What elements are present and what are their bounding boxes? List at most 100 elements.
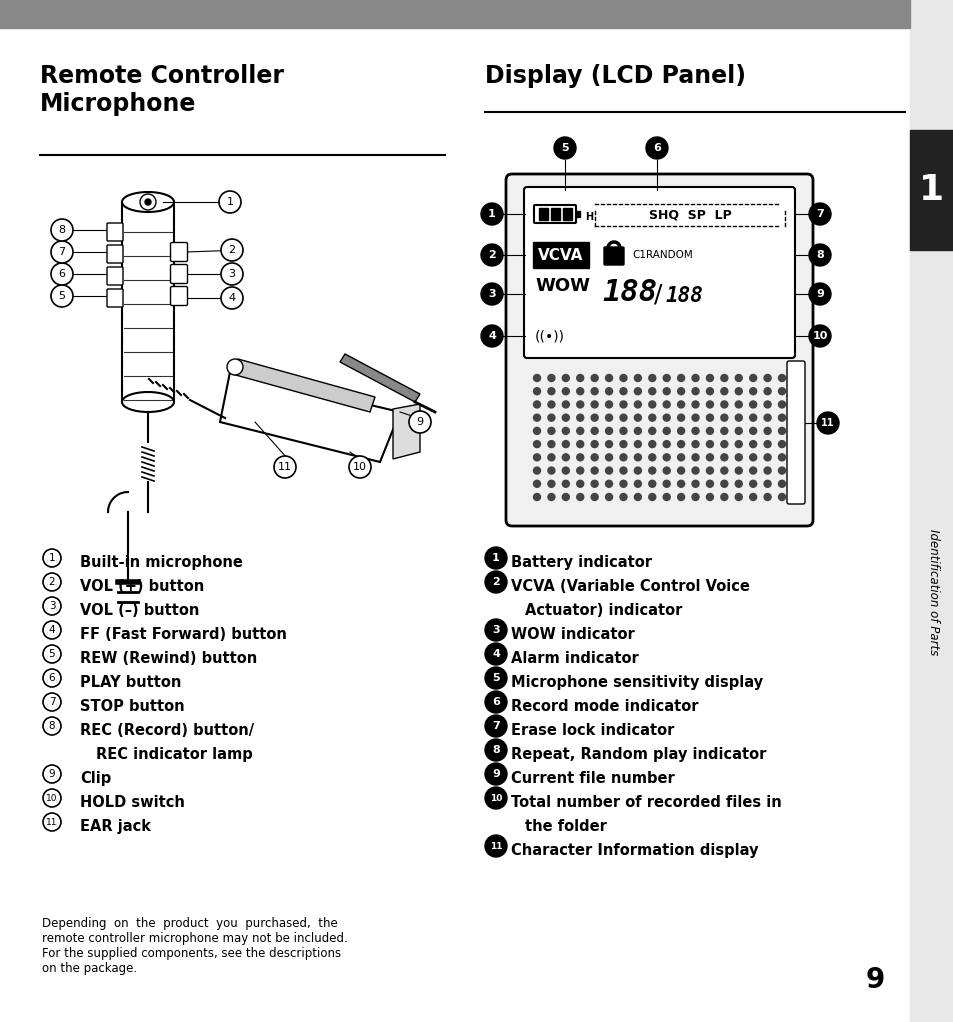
Circle shape — [547, 467, 555, 474]
Circle shape — [816, 412, 838, 434]
Circle shape — [691, 467, 699, 474]
Bar — [909, 0, 953, 1022]
Text: Display (LCD Panel): Display (LCD Panel) — [484, 64, 745, 88]
Text: 6: 6 — [492, 697, 499, 707]
FancyBboxPatch shape — [107, 267, 123, 285]
Circle shape — [763, 414, 770, 421]
Circle shape — [634, 387, 640, 394]
Circle shape — [533, 480, 540, 487]
Circle shape — [547, 387, 555, 394]
Circle shape — [720, 440, 727, 448]
Circle shape — [691, 387, 699, 394]
Circle shape — [577, 387, 583, 394]
Circle shape — [591, 427, 598, 434]
Circle shape — [749, 427, 756, 434]
Circle shape — [619, 480, 626, 487]
Circle shape — [662, 401, 670, 408]
Text: ((•)): ((•)) — [535, 329, 564, 343]
Text: For the supplied components, see the descriptions: For the supplied components, see the des… — [42, 947, 341, 960]
Circle shape — [577, 401, 583, 408]
Circle shape — [691, 374, 699, 381]
Text: 5: 5 — [58, 291, 66, 301]
Text: 1: 1 — [49, 553, 55, 563]
Bar — [909, 130, 953, 250]
Text: 9: 9 — [864, 966, 883, 994]
Text: WOW: WOW — [535, 277, 589, 295]
Circle shape — [533, 427, 540, 434]
Text: VOL (–) button: VOL (–) button — [80, 603, 199, 618]
Circle shape — [547, 414, 555, 421]
Circle shape — [662, 454, 670, 461]
Circle shape — [533, 374, 540, 381]
Circle shape — [763, 454, 770, 461]
Circle shape — [605, 414, 612, 421]
Circle shape — [634, 440, 640, 448]
Circle shape — [677, 440, 684, 448]
Ellipse shape — [122, 192, 173, 212]
Circle shape — [720, 401, 727, 408]
Circle shape — [662, 414, 670, 421]
Circle shape — [591, 454, 598, 461]
Bar — [562, 208, 572, 220]
Circle shape — [484, 643, 506, 665]
Text: WOW indicator: WOW indicator — [511, 628, 634, 642]
Text: 2: 2 — [49, 577, 55, 587]
Circle shape — [778, 454, 784, 461]
Text: 10: 10 — [46, 793, 58, 802]
Circle shape — [547, 374, 555, 381]
Circle shape — [484, 763, 506, 785]
Circle shape — [480, 283, 502, 305]
Circle shape — [763, 467, 770, 474]
Polygon shape — [220, 372, 399, 462]
Circle shape — [51, 241, 73, 263]
Text: VCVA (Variable Control Voice: VCVA (Variable Control Voice — [511, 579, 749, 594]
Circle shape — [577, 414, 583, 421]
Circle shape — [591, 401, 598, 408]
Text: FF (Fast Forward) button: FF (Fast Forward) button — [80, 628, 287, 642]
Circle shape — [43, 669, 61, 687]
Circle shape — [634, 414, 640, 421]
Circle shape — [778, 427, 784, 434]
Circle shape — [735, 387, 741, 394]
Text: Character Information display: Character Information display — [511, 843, 758, 858]
Text: Remote Controller: Remote Controller — [40, 64, 284, 88]
Circle shape — [735, 374, 741, 381]
Text: 4: 4 — [228, 293, 235, 303]
Text: 2: 2 — [492, 577, 499, 587]
Text: 4: 4 — [492, 649, 499, 659]
Circle shape — [778, 387, 784, 394]
Circle shape — [561, 427, 569, 434]
Circle shape — [619, 427, 626, 434]
Circle shape — [763, 387, 770, 394]
Circle shape — [778, 440, 784, 448]
Text: 188: 188 — [665, 286, 703, 306]
Circle shape — [749, 401, 756, 408]
Text: Clip: Clip — [80, 771, 112, 786]
Text: 1: 1 — [226, 197, 233, 207]
Text: Record mode indicator: Record mode indicator — [511, 699, 698, 714]
Text: 9: 9 — [492, 769, 499, 779]
Circle shape — [605, 401, 612, 408]
Circle shape — [662, 494, 670, 501]
Circle shape — [648, 454, 655, 461]
Circle shape — [43, 717, 61, 735]
Circle shape — [749, 454, 756, 461]
Circle shape — [749, 467, 756, 474]
Polygon shape — [393, 404, 419, 459]
Circle shape — [591, 387, 598, 394]
Text: 8: 8 — [492, 745, 499, 755]
Ellipse shape — [122, 392, 173, 412]
Circle shape — [577, 454, 583, 461]
Circle shape — [634, 401, 640, 408]
Circle shape — [484, 739, 506, 761]
Circle shape — [561, 440, 569, 448]
Circle shape — [219, 191, 241, 213]
Circle shape — [763, 427, 770, 434]
Circle shape — [634, 480, 640, 487]
Circle shape — [720, 494, 727, 501]
Circle shape — [349, 456, 371, 478]
Text: 8: 8 — [815, 250, 823, 260]
Circle shape — [749, 374, 756, 381]
Text: 5: 5 — [492, 673, 499, 683]
Circle shape — [634, 427, 640, 434]
